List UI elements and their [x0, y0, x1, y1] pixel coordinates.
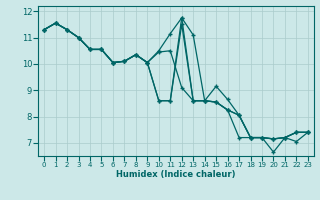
X-axis label: Humidex (Indice chaleur): Humidex (Indice chaleur)	[116, 170, 236, 179]
